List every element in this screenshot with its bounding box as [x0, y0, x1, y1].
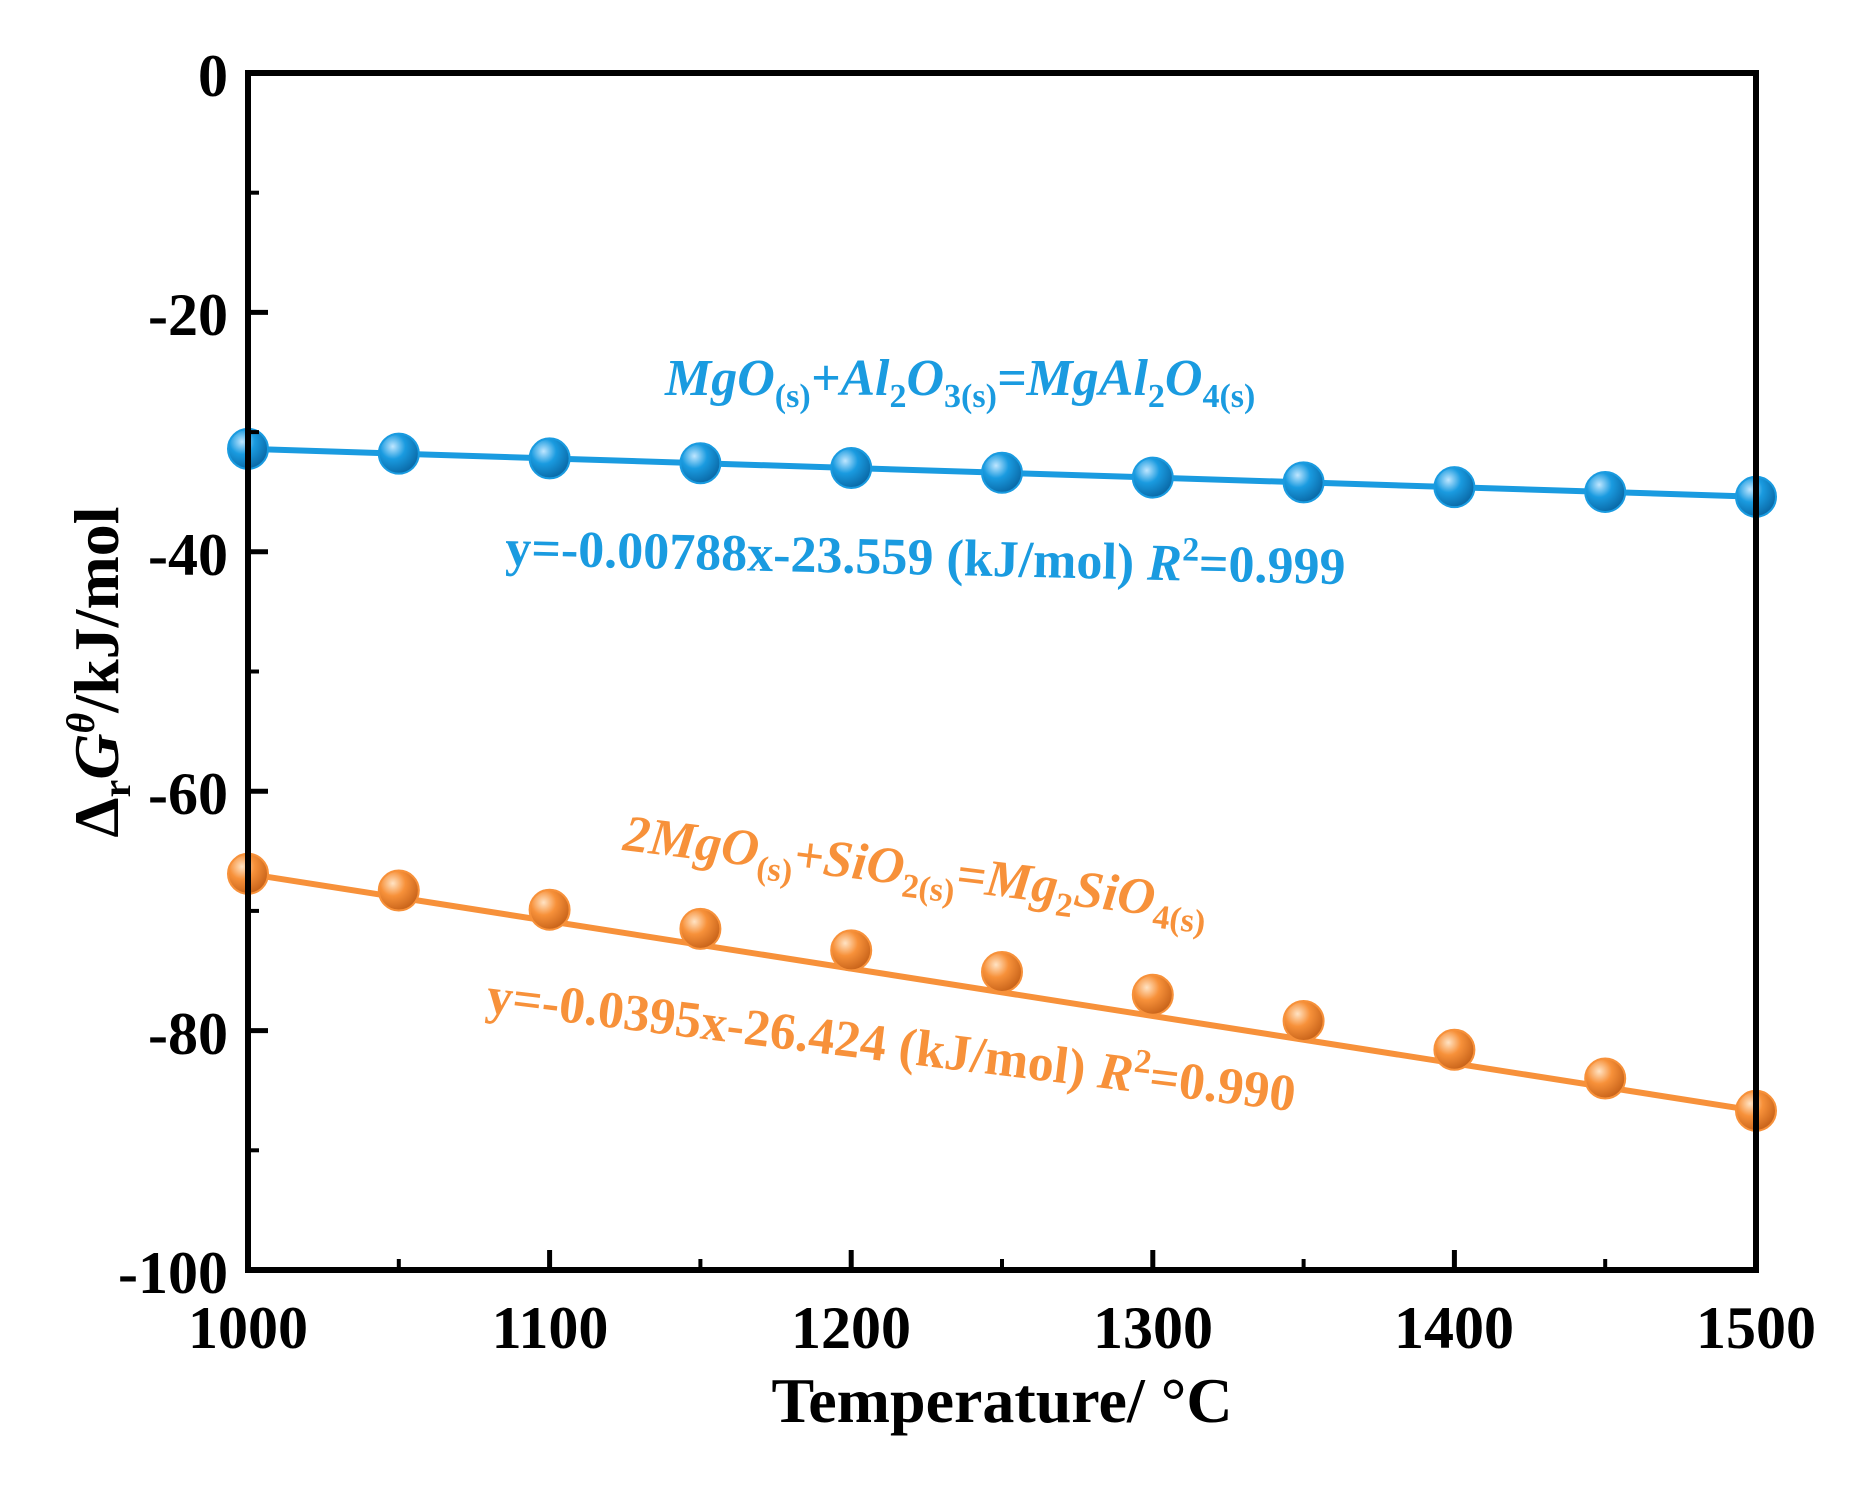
- reaction-part: =Mg: [953, 846, 1061, 915]
- reaction-sub: 2: [1053, 886, 1074, 925]
- y-tick-label: -100: [118, 1240, 228, 1306]
- reaction-label-forsterite: 2MgO(s)+SiO2(s)=Mg2SiO4(s): [619, 805, 1211, 941]
- data-point-series-0: [830, 447, 873, 490]
- fit-r: R: [1094, 1042, 1136, 1103]
- data-point-series-1: [679, 907, 722, 950]
- data-point-series-1: [1584, 1057, 1627, 1100]
- y-tick-label: -20: [148, 282, 228, 348]
- reaction-sub: 3(s): [944, 378, 997, 415]
- y-axis-unit: /kJ/mol: [61, 506, 132, 713]
- data-points: [227, 427, 1777, 1132]
- data-point-series-1: [528, 888, 571, 931]
- x-tick-labels: 1000 1100 1200 1300 1400 1500: [188, 1295, 1816, 1361]
- data-point-series-1: [377, 869, 420, 912]
- reaction-sub: 4(s): [1151, 898, 1208, 941]
- reaction-sub: (s): [754, 850, 794, 891]
- fit-r-sup: 2: [1182, 531, 1200, 568]
- y-axis-title: ΔrGθ/kJ/mol: [58, 506, 139, 837]
- fit-r: R: [1146, 535, 1183, 593]
- x-tick-label: 1400: [1394, 1295, 1514, 1361]
- plot-frame: [245, 70, 1759, 1273]
- data-point-series-0: [981, 451, 1023, 494]
- reaction-sub: 2: [1148, 378, 1165, 415]
- data-point-series-0: [1584, 470, 1627, 513]
- reaction-part: MgO: [664, 350, 775, 407]
- y-tick-label: 0: [198, 43, 228, 109]
- data-point-series-0: [679, 442, 722, 485]
- x-tick-label: 1500: [1696, 1295, 1816, 1361]
- reaction-part: +SiO: [791, 826, 908, 896]
- y-axis-g-sup: θ: [58, 712, 103, 733]
- reaction-sub: 4(s): [1202, 378, 1255, 415]
- fit-label-forsterite: y=-0.0395x-26.424 (kJ/mol) R2=0.990: [484, 963, 1300, 1123]
- x-axis-title: Temperature/ °C: [771, 1365, 1232, 1436]
- fit-r-value: =0.999: [1198, 536, 1346, 596]
- reaction-sub: 2(s): [900, 868, 957, 911]
- reaction-part: =MgAl: [997, 350, 1149, 407]
- reaction-part: O: [1165, 350, 1203, 407]
- x-tick-label: 1300: [1093, 1295, 1213, 1361]
- reaction-part: 2MgO: [620, 805, 763, 878]
- y-axis-delta: Δ: [61, 797, 132, 837]
- reaction-part: SiO: [1071, 861, 1158, 927]
- fit-r-value: =0.990: [1146, 1049, 1298, 1123]
- data-point-series-1: [1433, 1028, 1476, 1071]
- y-axis-g: G: [61, 733, 132, 779]
- data-point-series-1: [1282, 1000, 1325, 1043]
- fit-equation: y=-0.00788x-23.559 (kJ/mol): [505, 520, 1148, 592]
- x-tick-label: 1100: [492, 1295, 609, 1361]
- reaction-part: +Al: [811, 350, 890, 407]
- data-point-series-1: [1131, 973, 1174, 1016]
- fit-label-spinel: y=-0.00788x-23.559 (kJ/mol) R2=0.999: [505, 516, 1347, 596]
- y-tick-label: -80: [148, 1001, 228, 1067]
- reaction-sub: 2: [889, 378, 906, 415]
- y-tick-label: -40: [148, 522, 228, 588]
- data-point-series-0: [1131, 456, 1174, 499]
- reaction-part: O: [906, 350, 944, 407]
- y-tick-label: -60: [148, 761, 228, 827]
- data-point-series-0: [1433, 466, 1476, 509]
- y-tick-labels: 0 -20 -40 -60 -80 -100: [118, 43, 228, 1306]
- x-tick-label: 1200: [791, 1295, 911, 1361]
- reaction-label-spinel: MgO(s)+Al2O3(s)=MgAl2O4(s): [664, 350, 1255, 415]
- reaction-sub: (s): [775, 378, 811, 415]
- fit-r-sup: 2: [1132, 1043, 1153, 1082]
- data-point-series-1: [981, 950, 1023, 993]
- data-point-series-0: [377, 432, 420, 475]
- data-point-series-0: [528, 437, 571, 480]
- axis-ticks: [245, 70, 1759, 1273]
- x-tick-label: 1000: [188, 1295, 308, 1361]
- data-point-series-0: [1282, 461, 1325, 504]
- data-point-series-1: [830, 929, 873, 972]
- y-axis-delta-sub: r: [94, 780, 139, 798]
